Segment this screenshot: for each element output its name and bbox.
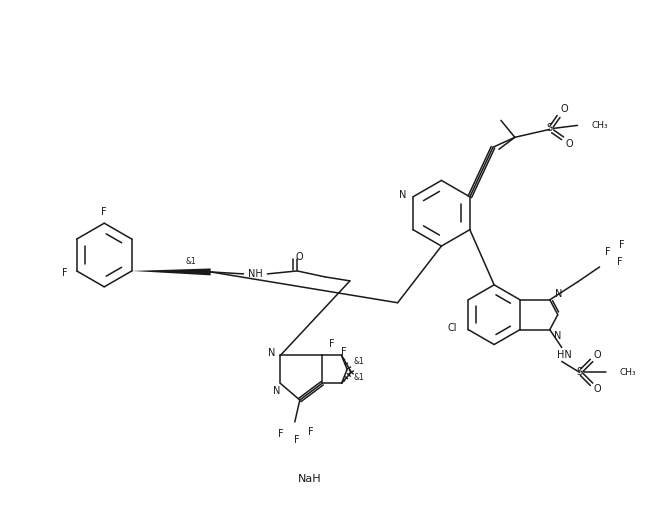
Text: NaH: NaH	[299, 474, 322, 484]
Text: O: O	[295, 252, 303, 262]
Text: N: N	[273, 386, 280, 397]
Text: CH₃: CH₃	[591, 121, 608, 130]
Text: N: N	[554, 330, 562, 341]
Text: F: F	[278, 429, 284, 439]
Text: F: F	[619, 240, 624, 250]
Text: &1: &1	[353, 357, 365, 366]
Text: &1: &1	[353, 373, 365, 382]
Text: S: S	[546, 124, 552, 133]
Text: &1: &1	[186, 257, 196, 266]
Text: O: O	[560, 104, 568, 114]
Text: F: F	[617, 257, 623, 267]
Text: S: S	[576, 368, 582, 377]
Text: N: N	[268, 348, 275, 358]
Text: Cl: Cl	[448, 323, 457, 332]
Text: F: F	[102, 207, 107, 217]
Text: N: N	[399, 190, 407, 200]
Text: N: N	[555, 289, 562, 299]
Text: O: O	[594, 351, 601, 360]
Text: F: F	[62, 268, 67, 278]
Polygon shape	[132, 268, 210, 276]
Text: F: F	[605, 247, 611, 257]
Text: O: O	[566, 139, 573, 149]
Text: O: O	[594, 384, 601, 394]
Text: F: F	[308, 427, 313, 437]
Text: F: F	[341, 347, 347, 357]
Text: F: F	[329, 339, 335, 348]
Text: NH: NH	[248, 269, 263, 279]
Text: CH₃: CH₃	[619, 368, 636, 377]
Text: F: F	[294, 435, 300, 445]
Text: HN: HN	[557, 351, 572, 360]
